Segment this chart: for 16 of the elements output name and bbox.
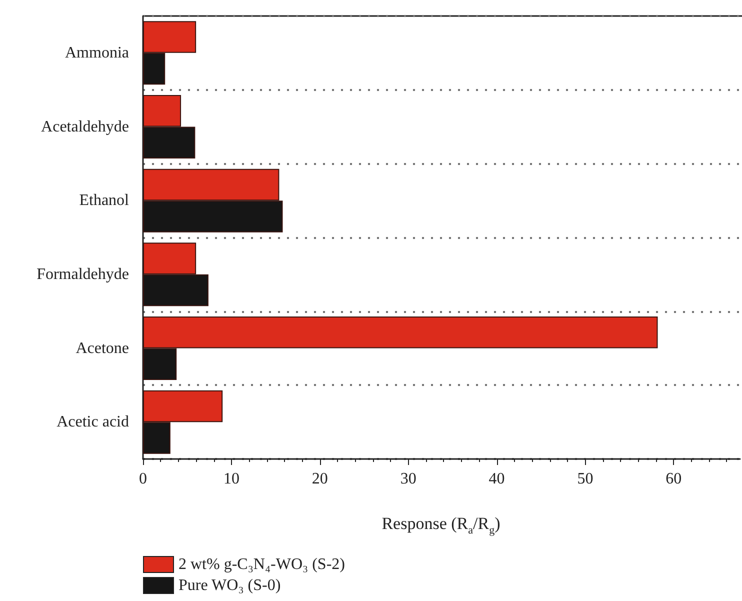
y-tick-label: Formaldehyde xyxy=(36,266,129,283)
legend-label: Pure WO₃ (S-0) xyxy=(178,577,281,594)
y-tick-label: Acetone xyxy=(76,340,129,357)
x-tick-label: 60 xyxy=(666,470,682,488)
x-tick-label: 30 xyxy=(400,470,416,488)
x-tick-label: 0 xyxy=(139,470,147,488)
x-tick-label: 10 xyxy=(223,470,240,488)
x-tick-label: 20 xyxy=(312,470,328,488)
y-tick-label: Ethanol xyxy=(79,192,130,210)
legend-label: 2 wt% g-C₃N₄-WO₃ (S-2) xyxy=(178,556,345,573)
y-tick-label: Acetic acid xyxy=(56,414,129,431)
y-tick-label: Acetaldehyde xyxy=(41,118,129,136)
x-tick-label: 40 xyxy=(488,470,505,488)
x-tick-label: 50 xyxy=(577,470,594,488)
y-tick-label: Ammonia xyxy=(65,44,129,62)
x-axis-title: Response (R$_{a}$/R$_{g}$) xyxy=(380,513,502,538)
